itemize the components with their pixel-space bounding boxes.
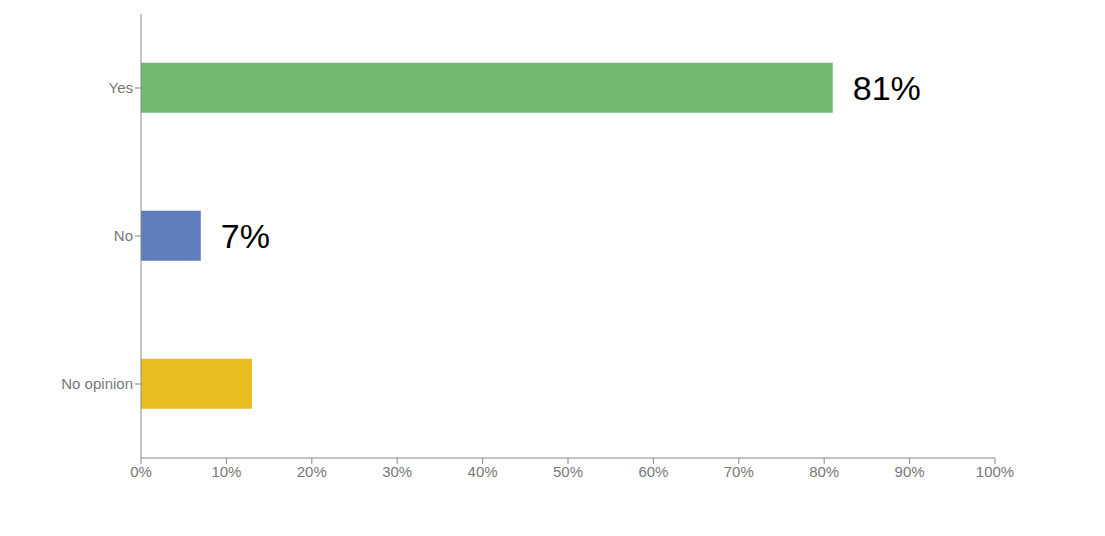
svg-text:60%: 60%	[638, 463, 668, 480]
svg-text:81%: 81%	[853, 69, 921, 107]
svg-text:No opinion: No opinion	[61, 375, 133, 392]
svg-text:Yes: Yes	[109, 79, 133, 96]
svg-text:7%: 7%	[221, 217, 270, 255]
svg-text:20%: 20%	[297, 463, 327, 480]
svg-text:50%: 50%	[553, 463, 583, 480]
svg-text:30%: 30%	[382, 463, 412, 480]
svg-text:90%: 90%	[895, 463, 925, 480]
svg-text:80%: 80%	[809, 463, 839, 480]
svg-text:No: No	[114, 227, 133, 244]
svg-text:100%: 100%	[976, 463, 1014, 480]
svg-text:70%: 70%	[724, 463, 754, 480]
svg-text:10%: 10%	[211, 463, 241, 480]
svg-text:0%: 0%	[130, 463, 152, 480]
svg-text:40%: 40%	[468, 463, 498, 480]
